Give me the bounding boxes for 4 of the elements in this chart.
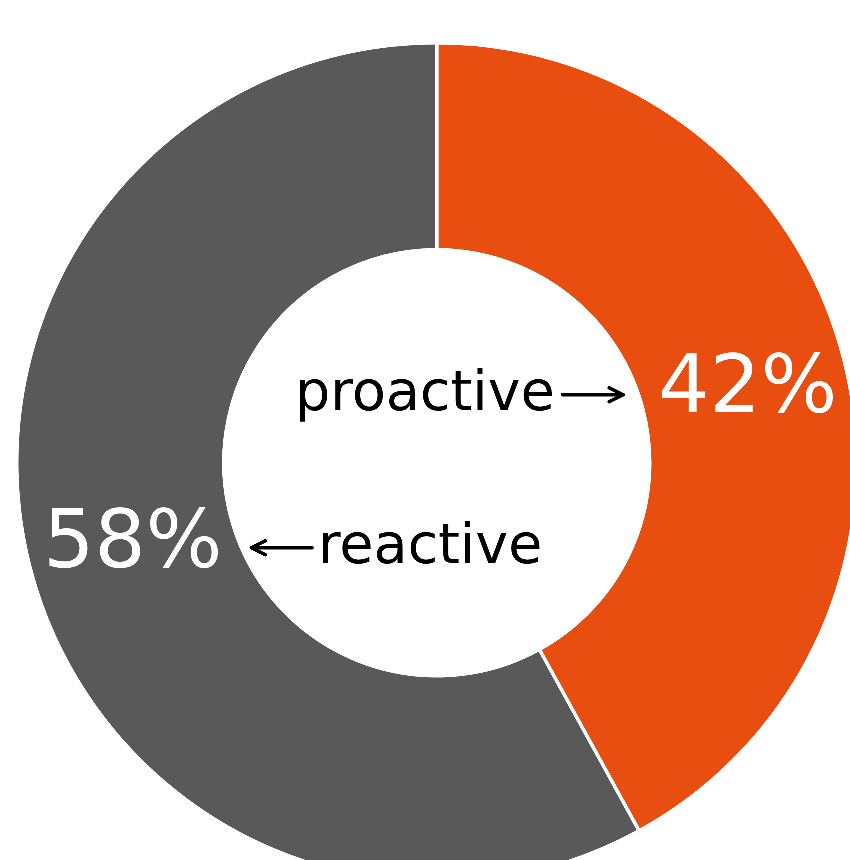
data-label: 42%: [662, 352, 834, 414]
slice-label: reactive: [323, 521, 540, 564]
data-label: 58%: [50, 507, 218, 568]
slice-label: proactive: [300, 368, 552, 422]
